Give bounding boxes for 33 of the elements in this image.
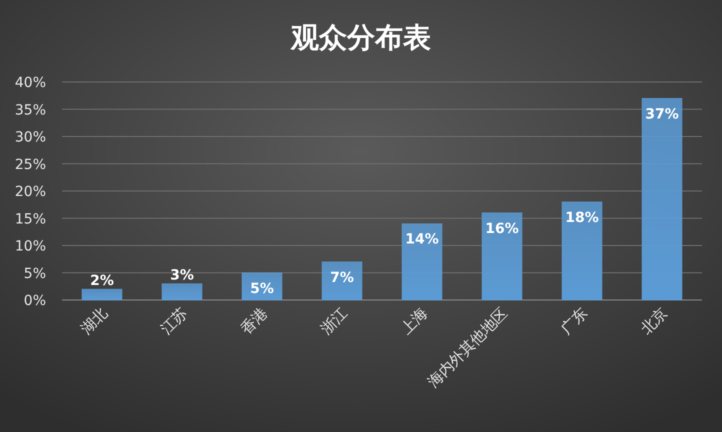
data-label: 16% xyxy=(485,220,519,237)
chart-title: 观众分布表 xyxy=(290,21,431,54)
bar xyxy=(162,283,202,300)
bar xyxy=(562,202,602,300)
y-tick-label: 20% xyxy=(14,184,46,200)
x-tick-label: 广东 xyxy=(558,304,591,338)
data-label: 18% xyxy=(565,210,599,226)
data-label: 14% xyxy=(405,232,439,248)
y-tick-label: 15% xyxy=(14,211,46,228)
x-tick-label: 香港 xyxy=(238,304,271,338)
bar xyxy=(82,288,122,300)
y-tick-label: 30% xyxy=(14,130,46,146)
x-tick-label: 湖北 xyxy=(78,304,111,338)
x-tick-label: 浙江 xyxy=(318,304,351,338)
bar xyxy=(242,272,282,300)
y-tick-label: 25% xyxy=(14,156,46,173)
bar xyxy=(642,98,682,300)
y-tick-label: 0% xyxy=(24,293,46,309)
x-tick-label: 江苏 xyxy=(158,304,191,338)
x-tick-label: 北京 xyxy=(638,304,671,338)
y-tick-label: 40% xyxy=(14,75,46,91)
x-tick-label: 上海 xyxy=(398,304,431,338)
bar xyxy=(322,262,362,300)
data-label: 2% xyxy=(90,273,114,290)
data-label: 5% xyxy=(250,280,274,297)
data-label: 7% xyxy=(330,270,354,286)
bar xyxy=(482,212,522,300)
bar xyxy=(402,223,442,300)
y-tick-label: 35% xyxy=(14,102,46,118)
data-label: 37% xyxy=(645,106,679,122)
y-tick-label: 10% xyxy=(14,238,46,254)
data-label: 3% xyxy=(170,268,194,284)
y-tick-label: 5% xyxy=(24,266,46,282)
